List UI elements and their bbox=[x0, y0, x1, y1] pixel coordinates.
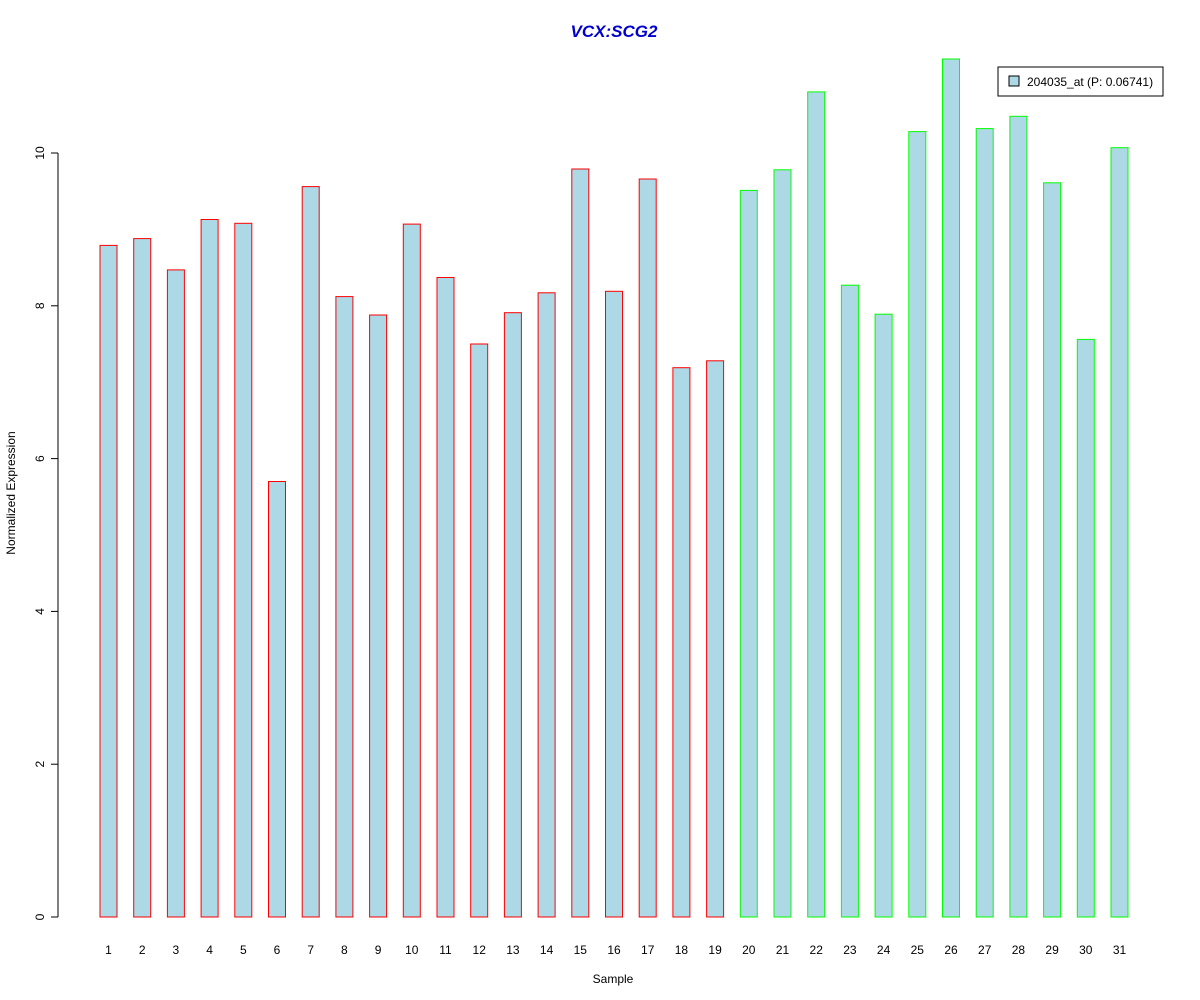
bar-sample-17 bbox=[638, 178, 657, 918]
bar-sample-4 bbox=[200, 219, 219, 918]
bar-sample-28 bbox=[1009, 115, 1028, 918]
bar-sample-13 bbox=[503, 312, 522, 918]
chart-title: VCX:SCG2 bbox=[571, 22, 658, 41]
x-tick-label: 4 bbox=[206, 943, 213, 957]
bar-sample-1 bbox=[99, 244, 118, 918]
bar-sample-21 bbox=[773, 169, 792, 918]
x-tick-labels: 1 2 3 4 5 6 7 8 9 10 11 12 13 14 15 16 17 18 19 20 21 22 23 24 2… bbox=[105, 943, 1126, 957]
bars-group bbox=[99, 58, 1129, 918]
x-tick-label: 29 bbox=[1045, 943, 1059, 957]
bar-sample-18 bbox=[672, 367, 691, 918]
legend: 204035_at (P: 0.06741) bbox=[997, 66, 1164, 97]
bar-sample-20 bbox=[739, 189, 758, 918]
x-tick-label: 1 bbox=[105, 943, 112, 957]
bar-sample-5 bbox=[234, 222, 253, 918]
bar-sample-24 bbox=[874, 313, 893, 918]
y-tick-label: 8 bbox=[33, 302, 47, 309]
x-tick-label: 20 bbox=[742, 943, 756, 957]
bar-sample-25 bbox=[908, 131, 927, 918]
bar-sample-22 bbox=[807, 91, 826, 918]
bar-sample-12 bbox=[470, 343, 489, 918]
x-tick-label: 16 bbox=[607, 943, 621, 957]
x-tick-label: 22 bbox=[810, 943, 824, 957]
x-tick-label: 8 bbox=[341, 943, 348, 957]
bar-sample-14 bbox=[537, 292, 556, 918]
x-tick-label: 21 bbox=[776, 943, 790, 957]
x-tick-label: 31 bbox=[1113, 943, 1127, 957]
bar-sample-2 bbox=[133, 238, 152, 918]
bar-sample-15 bbox=[571, 168, 590, 918]
x-tick-label: 14 bbox=[540, 943, 554, 957]
bar-sample-30 bbox=[1076, 338, 1095, 918]
bar-sample-23 bbox=[840, 284, 859, 918]
x-tick-label: 25 bbox=[911, 943, 925, 957]
bar-sample-26 bbox=[942, 58, 960, 918]
x-axis-label: Sample bbox=[593, 972, 634, 986]
y-tick-label: 4 bbox=[33, 608, 47, 615]
bar-sample-29 bbox=[1043, 182, 1062, 918]
bar-sample-3 bbox=[166, 269, 185, 918]
x-tick-label: 3 bbox=[173, 943, 180, 957]
x-tick-label: 10 bbox=[405, 943, 419, 957]
legend-label: 204035_at (P: 0.06741) bbox=[1027, 75, 1153, 89]
x-tick-label: 11 bbox=[439, 943, 452, 957]
x-tick-label: 7 bbox=[307, 943, 314, 957]
bar-sample-8 bbox=[335, 296, 354, 918]
bar-sample-6 bbox=[268, 481, 286, 918]
x-tick-label: 23 bbox=[843, 943, 857, 957]
bar-sample-10 bbox=[402, 223, 421, 918]
y-axis: 0 2 4 6 8 10 bbox=[33, 146, 59, 920]
x-tick-label: 26 bbox=[944, 943, 958, 957]
x-tick-label: 27 bbox=[978, 943, 992, 957]
y-tick-label: 2 bbox=[33, 761, 47, 768]
x-tick-label: 5 bbox=[240, 943, 247, 957]
y-tick-label: 0 bbox=[33, 913, 47, 920]
x-tick-label: 15 bbox=[574, 943, 588, 957]
y-tick-label: 10 bbox=[33, 146, 47, 160]
y-axis-label: Normalized Expression bbox=[4, 431, 18, 554]
x-tick-label: 30 bbox=[1079, 943, 1093, 957]
x-tick-label: 19 bbox=[708, 943, 722, 957]
x-tick-label: 17 bbox=[641, 943, 655, 957]
x-tick-label: 2 bbox=[139, 943, 146, 957]
bar-sample-11 bbox=[436, 277, 455, 918]
bar-sample-31 bbox=[1110, 147, 1129, 918]
bar-sample-7 bbox=[301, 186, 320, 918]
y-tick-label: 6 bbox=[33, 455, 47, 462]
bar-sample-19 bbox=[706, 360, 725, 918]
legend-swatch bbox=[1008, 75, 1020, 87]
x-tick-label: 28 bbox=[1012, 943, 1026, 957]
x-tick-label: 18 bbox=[675, 943, 689, 957]
x-tick-label: 13 bbox=[506, 943, 520, 957]
x-tick-label: 9 bbox=[375, 943, 382, 957]
legend-box bbox=[997, 66, 1164, 97]
bar-sample-16 bbox=[605, 290, 623, 918]
bar-sample-9 bbox=[369, 314, 388, 918]
x-tick-label: 12 bbox=[473, 943, 487, 957]
x-tick-label: 6 bbox=[274, 943, 281, 957]
x-tick-label: 24 bbox=[877, 943, 891, 957]
bar-sample-27 bbox=[975, 128, 994, 918]
